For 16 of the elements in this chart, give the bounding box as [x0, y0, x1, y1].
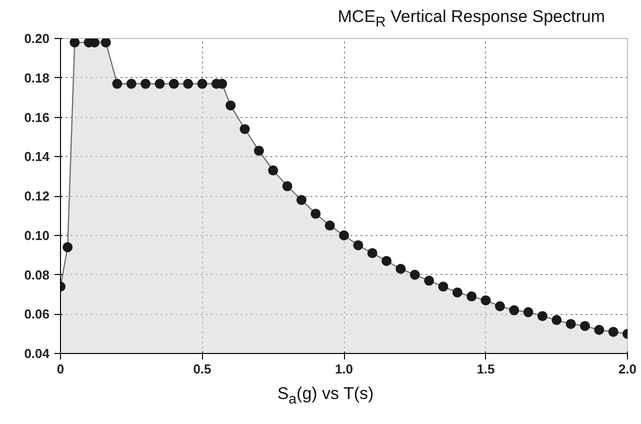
y-tick-label: 0.10 [24, 228, 50, 243]
y-tick-label: 0.14 [24, 149, 50, 164]
y-tick-label: 0.16 [24, 110, 50, 125]
y-tick-label: 0.08 [24, 267, 50, 282]
x-axis-title: S$_{a}$(g) vs T(s) [277, 383, 374, 410]
x-tick-label: 0 [56, 362, 64, 376]
y-tick-label: 0.06 [24, 306, 50, 322]
x-tick-label: 0.5 [193, 362, 212, 376]
y-tick-label: 0.12 [24, 188, 50, 204]
x-tick-label: 2.0 [618, 362, 637, 376]
x-tick-label: 1.0 [334, 362, 354, 376]
y-tick-label: 0.18 [24, 70, 50, 86]
x-tick-label: 1.5 [476, 362, 495, 376]
y-tick-label: 0.20 [24, 31, 50, 46]
chart-title: MCE$_{R}$ Vertical Response Spectrum [338, 6, 605, 32]
y-tick-label: 0.04 [24, 346, 50, 361]
